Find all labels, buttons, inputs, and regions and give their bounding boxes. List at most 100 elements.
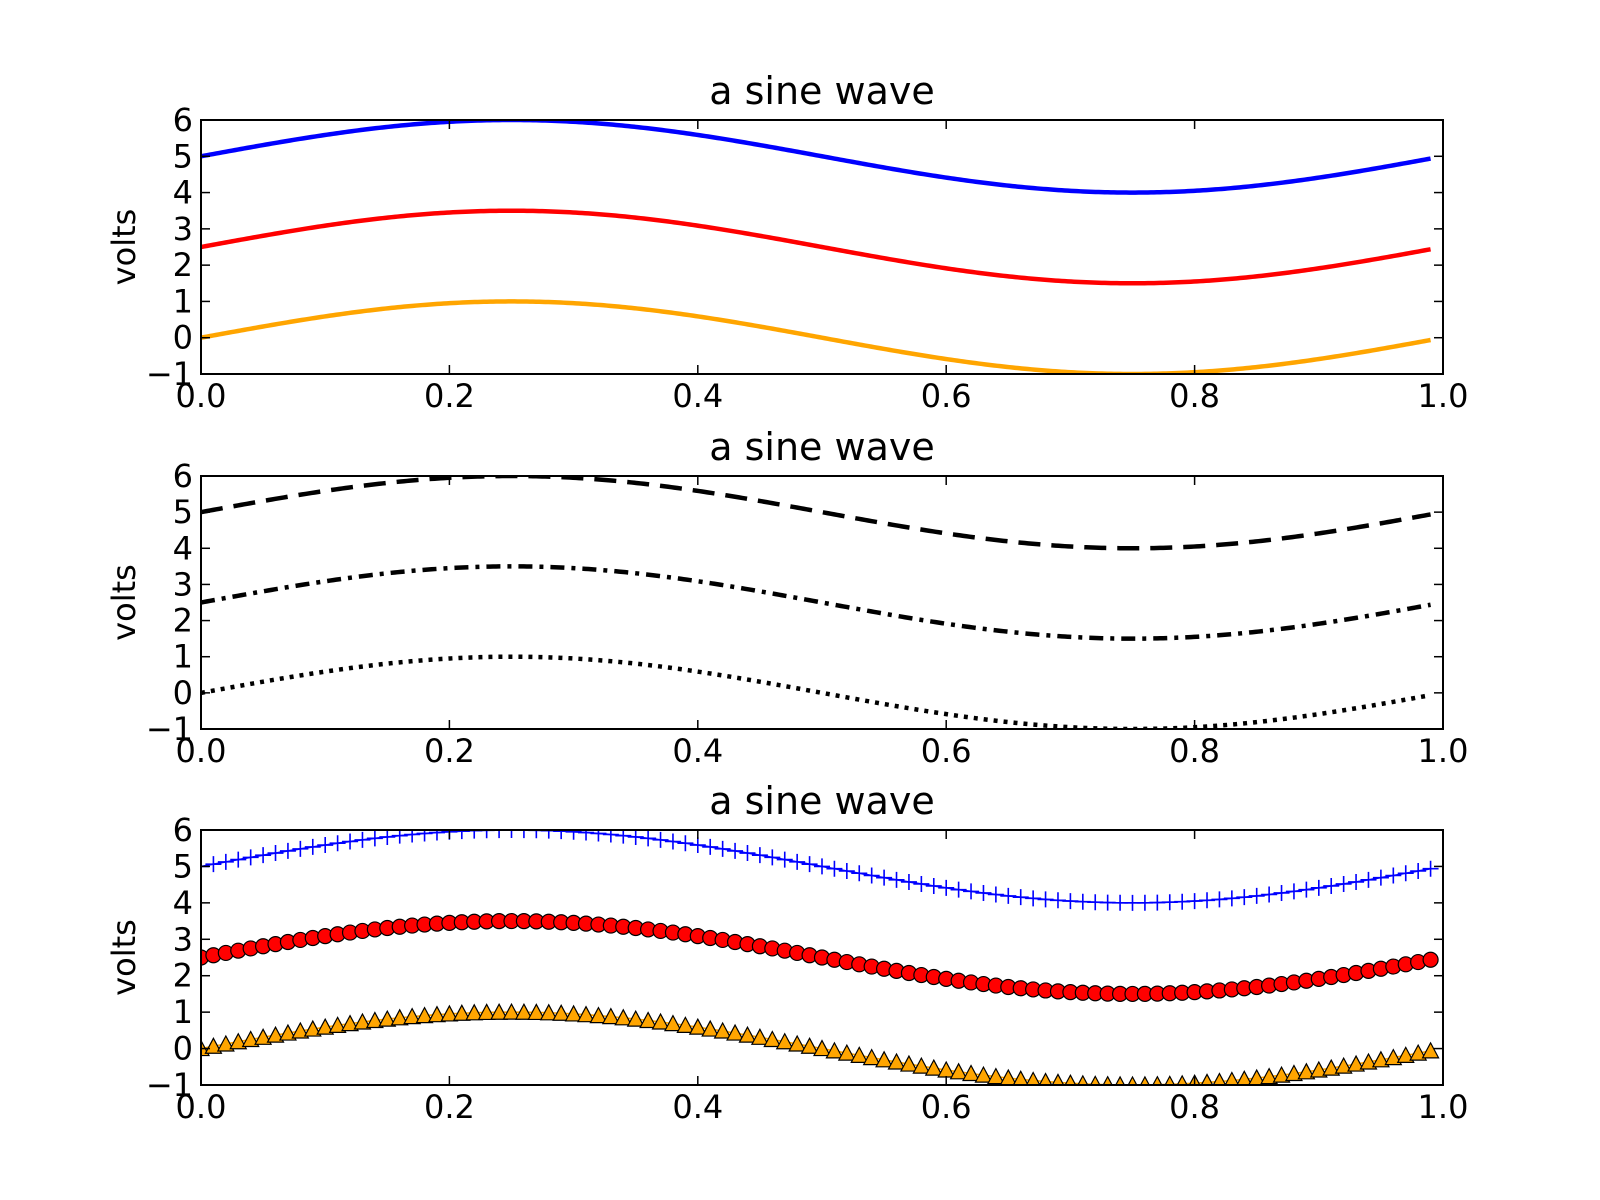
triangle-marker xyxy=(1064,1073,1077,1085)
series-line-1 xyxy=(201,476,1431,551)
triangle-marker xyxy=(1025,1071,1041,1085)
triangle-marker xyxy=(1322,1058,1341,1076)
y-axis-label: volts xyxy=(105,564,143,641)
plus-marker xyxy=(1422,860,1439,877)
triangle-marker xyxy=(539,1003,558,1021)
triangle-marker xyxy=(254,1028,273,1045)
triangle-marker xyxy=(1260,1067,1279,1085)
x-tick-label: 0.2 xyxy=(424,1088,475,1126)
triangle-marker xyxy=(701,1019,720,1037)
axes-frame xyxy=(200,119,1444,375)
plus-marker xyxy=(1298,881,1315,898)
plus-marker xyxy=(205,856,222,873)
plus-marker xyxy=(664,833,681,850)
plus-marker xyxy=(304,838,321,855)
triangle-marker xyxy=(266,1025,285,1043)
triangle-marker xyxy=(800,1037,819,1054)
y-tick-label: 6 xyxy=(173,101,193,139)
plus-marker xyxy=(963,883,980,900)
plus-marker xyxy=(590,830,607,842)
triangle-marker xyxy=(949,1062,968,1080)
triangle-marker xyxy=(1038,1072,1053,1085)
plus-marker xyxy=(1037,891,1054,908)
plus-marker xyxy=(1236,889,1253,906)
series-line-1 xyxy=(201,120,1431,195)
plus-marker xyxy=(267,845,284,862)
plus-marker xyxy=(1273,884,1290,901)
triangle-marker xyxy=(763,1030,782,1048)
plus-marker xyxy=(578,830,595,841)
y-tick-label: 1 xyxy=(173,638,193,676)
triangle-marker xyxy=(1384,1048,1403,1066)
plus-marker xyxy=(1410,862,1427,879)
series-group xyxy=(201,476,1431,729)
x-tick-label: 0.8 xyxy=(1169,377,1220,415)
triangle-marker xyxy=(651,1012,670,1030)
triangle-marker xyxy=(924,1058,943,1076)
triangle-marker xyxy=(899,1054,918,1072)
triangle-marker xyxy=(974,1065,993,1083)
plus-marker xyxy=(1248,887,1265,904)
triangle-marker xyxy=(1272,1065,1291,1083)
y-tick-label: 2 xyxy=(173,246,193,284)
plus-marker xyxy=(702,838,719,855)
triangle-marker xyxy=(862,1048,881,1066)
plus-marker xyxy=(913,875,930,892)
plus-marker xyxy=(416,830,433,842)
triangle-marker xyxy=(825,1041,844,1059)
y-tick-label: 4 xyxy=(173,529,193,567)
plus-marker xyxy=(1199,892,1216,909)
plus-marker xyxy=(1372,869,1389,886)
triangle-marker xyxy=(887,1052,906,1070)
triangle-marker xyxy=(353,1012,372,1030)
plus-marker xyxy=(888,871,905,888)
triangle-marker xyxy=(663,1014,682,1032)
plus-marker xyxy=(801,856,818,873)
triangle-marker xyxy=(999,1068,1017,1085)
y-tick-label: −1 xyxy=(146,355,193,393)
x-tick-label: 0.2 xyxy=(424,732,475,770)
chart-title: a sine wave xyxy=(709,779,935,823)
y-tick-label: 5 xyxy=(173,847,193,885)
y-tick-label: 0 xyxy=(173,1030,193,1068)
x-tick-label: 0.6 xyxy=(921,377,972,415)
x-tick-label: 0.8 xyxy=(1169,1088,1220,1126)
triangle-marker xyxy=(750,1028,769,1045)
plus-marker xyxy=(255,847,272,864)
triangle-marker xyxy=(303,1019,322,1037)
triangle-marker xyxy=(1421,1041,1440,1059)
plus-marker xyxy=(354,831,371,848)
triangle-marker xyxy=(1284,1064,1303,1082)
y-tick-label: 6 xyxy=(173,811,193,849)
plus-marker xyxy=(851,865,868,882)
triangle-marker xyxy=(639,1011,658,1029)
triangle-marker xyxy=(775,1032,794,1050)
y-tick-label: −1 xyxy=(146,1066,193,1104)
triangle-marker xyxy=(564,1004,583,1022)
triangle-marker xyxy=(713,1021,732,1039)
triangle-marker xyxy=(490,1002,509,1020)
triangle-marker xyxy=(1236,1070,1253,1085)
x-axis: 0.0 0.2 0.4 0.6 0.8 1.0 xyxy=(176,830,1468,1126)
series-line-3 xyxy=(201,654,1431,729)
plus-marker xyxy=(838,862,855,879)
x-tick-label: 0.0 xyxy=(176,732,227,770)
triangle-marker xyxy=(1409,1043,1428,1061)
plus-marker xyxy=(602,830,619,843)
triangle-marker xyxy=(875,1050,894,1068)
triangle-marker xyxy=(316,1017,335,1035)
plus-marker xyxy=(379,830,396,845)
triangle-marker xyxy=(676,1016,695,1033)
series-group xyxy=(201,830,1440,1085)
plus-marker xyxy=(640,830,657,847)
triangle-marker xyxy=(1371,1050,1390,1068)
x-tick-label: 0.4 xyxy=(672,732,723,770)
y-tick-label: 0 xyxy=(173,674,193,712)
triangle-marker xyxy=(1164,1075,1176,1085)
triangle-marker xyxy=(229,1032,248,1050)
triangle-marker xyxy=(626,1009,645,1027)
plus-marker xyxy=(366,830,383,847)
